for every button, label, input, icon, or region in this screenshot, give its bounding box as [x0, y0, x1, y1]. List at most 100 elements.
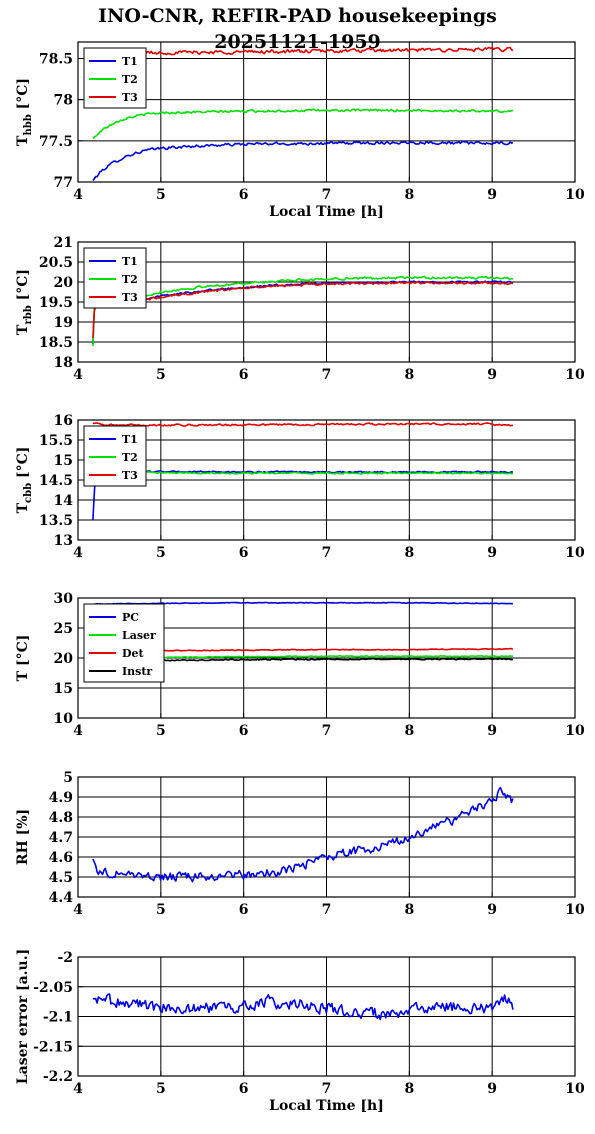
y-tick-label: 14: [54, 493, 74, 509]
y-tick-label: 21: [54, 235, 73, 251]
y-tick-label: 4.6: [49, 850, 73, 866]
x-tick-label: 5: [156, 545, 166, 561]
y-tick-label: 4.7: [49, 830, 73, 846]
y-axis-label: RH [%]: [15, 809, 31, 865]
x-tick-label: 5: [156, 1081, 166, 1097]
x-tick-label: 10: [565, 187, 585, 203]
legend-label: Instr: [122, 665, 152, 678]
y-tick-label: 10: [54, 711, 74, 727]
legend-label: T3: [122, 291, 138, 304]
x-tick-label: 9: [487, 1081, 497, 1097]
y-tick-label: -2.15: [33, 1039, 73, 1055]
legend-label: T1: [122, 433, 138, 446]
x-tick-label: 9: [487, 187, 497, 203]
chart-title-line1: INO-CNR, REFIR-PAD housekeepings: [98, 5, 497, 27]
y-axis-label: T [°C]: [15, 635, 31, 682]
y-axis-label: Trbb [°C]: [15, 269, 34, 335]
x-tick-label: 8: [404, 367, 414, 383]
y-tick-label: 20: [54, 275, 74, 291]
y-tick-label: 77.5: [39, 134, 73, 150]
legend: T1 T2 T3: [83, 47, 147, 109]
x-tick-label: 9: [487, 367, 497, 383]
x-tick-label: 7: [322, 902, 332, 918]
y-tick-label: 4.8: [49, 810, 73, 826]
x-tick-label: 4: [73, 1081, 83, 1097]
x-tick-label: 8: [404, 902, 414, 918]
y-tick-label: 13: [54, 533, 73, 549]
x-tick-label: 6: [239, 1081, 249, 1097]
x-tick-label: 8: [404, 187, 414, 203]
y-tick-label: -2: [57, 950, 73, 966]
x-tick-label: 6: [239, 723, 249, 739]
y-tick-label: 19: [54, 315, 73, 331]
y-tick-label: 15: [54, 453, 73, 469]
y-tick-label: 18.5: [39, 335, 73, 351]
legend-label: T2: [122, 73, 138, 86]
series-line-t1: [92, 469, 514, 521]
y-tick-label: 78.5: [39, 51, 73, 67]
series-line-t2: [92, 108, 514, 139]
series-line-t3: [92, 422, 513, 427]
legend-label: T1: [122, 255, 138, 268]
x-tick-label: 10: [565, 545, 585, 561]
legend-label: T1: [122, 55, 138, 68]
series-line-data: [92, 786, 514, 883]
x-tick-label: 10: [565, 367, 585, 383]
x-tick-label: 9: [487, 902, 497, 918]
y-tick-label: 16: [54, 413, 73, 429]
y-axis-label: Laser error [a.u.]: [15, 949, 31, 1084]
y-tick-label: -2.1: [43, 1010, 73, 1026]
y-tick-label: 4.9: [49, 790, 73, 806]
plot-panel-4: 10 15 20 25 30 4 5 6 7 8 9 10 T [°C] PC Laser Det Instr: [15, 591, 585, 739]
y-tick-label: 20.5: [39, 255, 73, 271]
y-tick-label: 15: [54, 681, 73, 697]
y-tick-label: 13.5: [39, 513, 73, 529]
x-tick-label: 4: [73, 902, 83, 918]
y-tick-label: 14.5: [39, 473, 73, 489]
y-tick-label: 30: [54, 591, 74, 607]
x-tick-label: 5: [156, 723, 166, 739]
legend-label: PC: [122, 611, 139, 624]
x-tick-label: 7: [322, 367, 332, 383]
y-tick-label: 20: [54, 651, 74, 667]
x-tick-label: 4: [73, 545, 83, 561]
legend-label: Det: [122, 647, 145, 660]
legend-label: T2: [122, 273, 138, 286]
legend-label: Laser: [122, 629, 156, 642]
x-tick-label: 6: [239, 367, 249, 383]
plot-panel-6: -2.2 -2.15 -2.1 -2.05 -2 4 5 6 7 8 9 10 Local Time […: [15, 949, 585, 1114]
x-tick-label: 7: [322, 1081, 332, 1097]
x-tick-label: 7: [322, 723, 332, 739]
series-line-t3: [111, 46, 514, 56]
x-tick-label: 4: [73, 367, 83, 383]
x-tick-label: 6: [239, 545, 249, 561]
y-tick-label: -2.2: [43, 1069, 73, 1085]
y-tick-label: 5: [63, 770, 73, 786]
y-tick-label: 18: [54, 355, 73, 371]
y-tick-label: 25: [54, 621, 73, 637]
y-tick-label: 15.5: [39, 433, 73, 449]
x-tick-label: 10: [565, 723, 585, 739]
series-line-data: [92, 993, 514, 1021]
x-tick-label: 6: [239, 902, 249, 918]
x-tick-label: 4: [73, 187, 83, 203]
y-tick-label: 19.5: [39, 295, 73, 311]
series-line-pc: [94, 601, 513, 605]
x-tick-label: 9: [487, 723, 497, 739]
x-tick-label: 10: [565, 1081, 585, 1097]
legend-label: T2: [122, 451, 138, 464]
y-tick-label: 77: [54, 175, 73, 191]
x-tick-label: 4: [73, 723, 83, 739]
y-tick-label: 4.4: [49, 890, 74, 906]
x-tick-label: 8: [404, 723, 414, 739]
series-line-t1: [92, 140, 514, 181]
x-axis-label: Local Time [h]: [269, 204, 384, 220]
series-line-t2: [92, 275, 514, 347]
plot-panel-5: 4.4 4.5 4.6 4.7 4.8 4.9 5 4 5 6 7 8 9 10 RH [%]: [15, 770, 585, 918]
legend: T1 T2 T3: [83, 425, 147, 487]
x-tick-label: 8: [404, 1081, 414, 1097]
